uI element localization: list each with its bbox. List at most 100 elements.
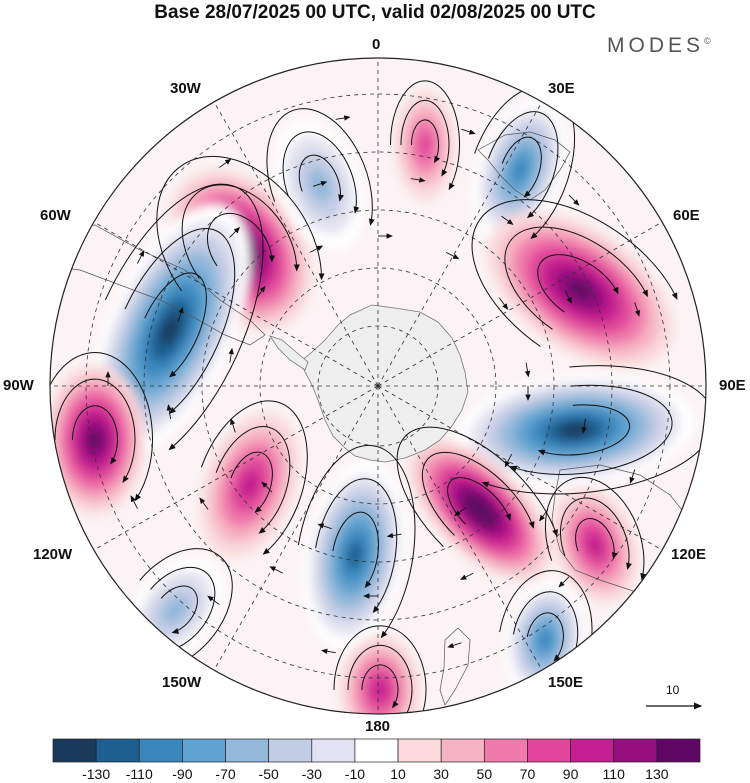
anomaly-contour [586, 533, 604, 557]
lon-label-150w: 150W [162, 674, 202, 691]
anomaly-contour [417, 131, 433, 159]
streamline [421, 451, 535, 536]
streamline [333, 625, 427, 714]
wind-arrow [177, 306, 184, 322]
colorbar-tick-label: -130 [82, 766, 111, 782]
wind-arrow [386, 532, 402, 539]
wind-arrow [256, 285, 266, 299]
longitude-line [212, 100, 379, 387]
lon-label-0: 0 [372, 36, 381, 53]
wind-arrow [321, 648, 336, 654]
streamline [361, 664, 399, 709]
longitude-line [377, 100, 544, 387]
streamline [501, 136, 542, 198]
registered-mark: © [704, 36, 711, 46]
anomaly-positive-120e-45s [552, 486, 638, 604]
streamline [181, 184, 300, 279]
streamline [50, 352, 153, 502]
streamline [215, 426, 291, 534]
streamline [400, 99, 450, 177]
anomaly-negative-100e-55s [455, 374, 695, 486]
anomaly-negative-15w-60s [274, 119, 366, 251]
modes-logo: MODES© [607, 34, 711, 58]
colorbar-tick-label: -10 [344, 766, 366, 782]
wind-arrow [207, 595, 220, 605]
wind-arrow [539, 509, 549, 522]
south-america-coast [50, 224, 266, 346]
streamline [537, 254, 619, 313]
map-title: Base 28/07/2025 00 UTC, valid 02/08/2025… [154, 2, 596, 23]
wind-arrow [564, 290, 572, 304]
colorbar-tick-label: 70 [519, 766, 536, 782]
streamline [504, 226, 648, 330]
map-boundary [49, 57, 707, 715]
anomaly-positive-90w-40s [50, 365, 145, 515]
longitude-line [92, 220, 379, 387]
wind-scale-arrow [646, 702, 703, 710]
longitude-line [377, 220, 664, 387]
colorbar-tick-label: -90 [172, 766, 193, 782]
streamline [487, 111, 559, 219]
lon-label-90w: 90W [3, 377, 34, 394]
lon-label-180: 180 [365, 718, 391, 735]
longitude-line [92, 385, 379, 552]
wind-arrow [312, 181, 328, 187]
streamline [297, 444, 416, 639]
anomaly-contour [240, 470, 260, 500]
colorbar-swatch [527, 738, 571, 763]
wind-arrow [501, 215, 514, 225]
anomaly-contour [162, 596, 188, 624]
wind-arrow [568, 194, 580, 206]
wind-arrow [130, 495, 138, 509]
wind-arrow [230, 418, 236, 433]
anomaly-contour [87, 429, 103, 451]
streamline [410, 119, 440, 164]
streamline [230, 451, 273, 513]
colorbar-swatch [311, 738, 356, 763]
wind-arrow [454, 506, 467, 517]
anomaly-positive-140e-55s [408, 438, 552, 582]
wind-streamlines [50, 80, 706, 714]
anomaly-positive-5e-65s [395, 90, 455, 200]
streamline [71, 405, 118, 465]
wind-arrow [137, 250, 145, 264]
streamline [266, 108, 375, 226]
streamline [156, 155, 325, 292]
colorbar-tick-label: 110 [602, 766, 625, 782]
anomaly-contour [308, 168, 332, 202]
streamline [509, 384, 673, 475]
anomaly-positive-175e-40s [340, 635, 420, 714]
streamline [332, 511, 379, 588]
colorbar-swatch [656, 738, 701, 763]
lon-label-60e: 60E [673, 207, 700, 224]
antarctic-peninsula [269, 335, 309, 371]
streamline [150, 566, 216, 652]
latitude-circle [259, 267, 497, 505]
wind-arrow [504, 453, 513, 468]
wind-arrow [309, 245, 324, 253]
colorbar-tick-label: 90 [562, 766, 579, 782]
colorbar-tick-label: 50 [476, 766, 493, 782]
wind-arrow [335, 115, 351, 121]
wind-arrow [498, 297, 509, 310]
colorbar-tick-label: -110 [125, 766, 153, 782]
colorbar-tick-label: -70 [215, 766, 236, 782]
colorbar-swatch [483, 738, 528, 763]
lon-label-150e: 150E [548, 674, 584, 691]
colorbar-swatch [138, 738, 183, 763]
streamline [124, 228, 236, 414]
streamline [200, 400, 308, 555]
streamline [396, 426, 558, 547]
anomaly-contour [471, 501, 489, 519]
streamline [282, 131, 360, 214]
anomaly-contour [372, 679, 388, 701]
colorbar-swatch [182, 738, 226, 763]
streamline [347, 644, 413, 714]
wind-arrow [228, 347, 234, 363]
lon-label-120e: 120E [671, 546, 707, 563]
colorbar-swatch [570, 738, 615, 763]
streamline [537, 404, 631, 456]
colorbar-swatch [397, 738, 442, 763]
streamline [481, 365, 706, 495]
wind-arrow [229, 226, 241, 238]
